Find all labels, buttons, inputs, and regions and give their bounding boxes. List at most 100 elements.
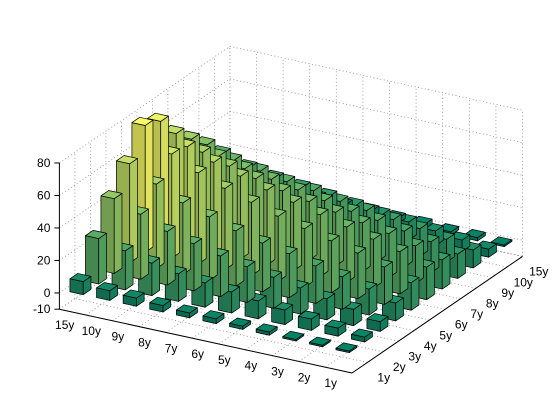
y-tick-label: 5y	[218, 353, 231, 367]
floor-grid-line	[121, 266, 415, 331]
bar	[122, 289, 145, 307]
bar	[335, 342, 358, 353]
z-tick-label: 60	[37, 188, 51, 202]
bar-top-face	[351, 328, 373, 338]
bar-top-face	[116, 155, 138, 165]
x-tick-label: 10y	[514, 275, 533, 289]
x-tick-label: 8y	[486, 297, 499, 311]
z-tick-label: 80	[37, 156, 51, 170]
x-tick-label: 9y	[501, 286, 514, 300]
bar-front-face	[277, 210, 287, 282]
bar-top-face	[324, 319, 347, 329]
floor-grid-line	[105, 277, 399, 342]
bar-top-face	[96, 282, 118, 292]
bar-front-face	[315, 260, 325, 304]
bar-front-face	[399, 245, 409, 295]
bar-front-face	[273, 271, 282, 309]
bar-front-face	[373, 233, 382, 289]
floor-grid-line	[90, 287, 384, 353]
y-axis-line	[59, 308, 353, 374]
y-tick-label: 6y	[191, 347, 204, 361]
bar-front-face	[209, 211, 218, 281]
bar-front-face	[235, 225, 245, 287]
x-axis-line	[351, 255, 523, 374]
bar-front-face	[98, 232, 107, 285]
bar-front-face	[262, 237, 271, 293]
bar-top-face	[229, 317, 251, 327]
y-tick-label: 4y	[245, 359, 258, 373]
y-tick-label: 3y	[271, 365, 284, 379]
floor-grid-line	[325, 250, 497, 368]
z-tick-label: 20	[37, 253, 51, 267]
bar-front-face	[113, 193, 123, 274]
bar-front-face	[155, 178, 165, 269]
bar-top-face	[335, 342, 358, 352]
floor-grid-line	[136, 255, 430, 321]
bar	[351, 328, 373, 343]
z-tick-label: 40	[37, 221, 51, 235]
bar-front-face	[357, 247, 367, 299]
bar-top-face	[149, 297, 172, 306]
bar	[297, 310, 320, 331]
x-tick-label: 2y	[393, 360, 406, 374]
bar-front-face	[426, 261, 435, 300]
x-tick-label: 15y	[529, 265, 548, 279]
bar-front-face	[288, 248, 298, 298]
bar-front-face	[178, 268, 187, 302]
bar	[308, 336, 331, 348]
z-grid-line	[59, 45, 523, 164]
bar-top-face	[175, 304, 198, 314]
z-tick-label: -10	[33, 302, 51, 316]
y-tick-label: 15y	[55, 318, 74, 332]
bar-front-face	[193, 238, 203, 292]
bar-top-face	[255, 323, 278, 333]
bar-top-face	[131, 116, 154, 126]
x-tick-label: 6y	[455, 318, 468, 332]
bar-top-face	[147, 112, 169, 122]
y-tick-label: 8y	[138, 336, 151, 350]
bar-front-face	[331, 235, 340, 294]
y-tick-label: 10y	[82, 324, 101, 338]
bar-front-face	[140, 208, 149, 280]
x-tick-label: 1y	[377, 371, 390, 385]
bar-top-face	[308, 336, 331, 346]
bar	[202, 310, 225, 324]
x-tick-label: 7y	[470, 307, 483, 321]
bar-front-face	[410, 276, 420, 311]
bar-top-face	[366, 313, 389, 323]
bar-top-face	[122, 289, 145, 299]
bar-front-face	[441, 254, 451, 290]
bar-front-face	[182, 197, 192, 275]
bar	[282, 330, 305, 342]
floor-grid-line	[74, 298, 368, 363]
z-grid-line	[59, 78, 523, 196]
y-tick-label: 1y	[324, 376, 337, 390]
bar	[255, 323, 278, 336]
bar-top-face	[490, 236, 513, 246]
bar	[229, 317, 251, 330]
bar-front-face	[124, 245, 134, 291]
x-tick-label: 3y	[408, 350, 421, 364]
bar-front-face	[246, 261, 256, 303]
z-grid-line	[59, 143, 523, 261]
y-tick-label: 9y	[112, 330, 125, 344]
y-tick-label: 7y	[165, 341, 178, 355]
bar-front-face	[384, 261, 393, 305]
z-tick-label: 0	[44, 286, 51, 300]
bar	[96, 282, 118, 301]
bar-top-face	[100, 190, 123, 200]
bar-top-face	[69, 273, 92, 282]
bar-top-face	[282, 330, 305, 340]
y-tick-label: 2y	[298, 370, 311, 384]
bar-top-face	[202, 310, 225, 320]
x-tick-label: 4y	[424, 339, 437, 353]
axes-group	[54, 162, 523, 374]
bar	[244, 292, 267, 320]
bar-top-face	[297, 310, 320, 320]
bar-front-face	[342, 271, 351, 310]
bar-front-face	[220, 250, 229, 297]
x-tick-label: 5y	[439, 328, 452, 342]
bar-front-face	[151, 257, 161, 296]
